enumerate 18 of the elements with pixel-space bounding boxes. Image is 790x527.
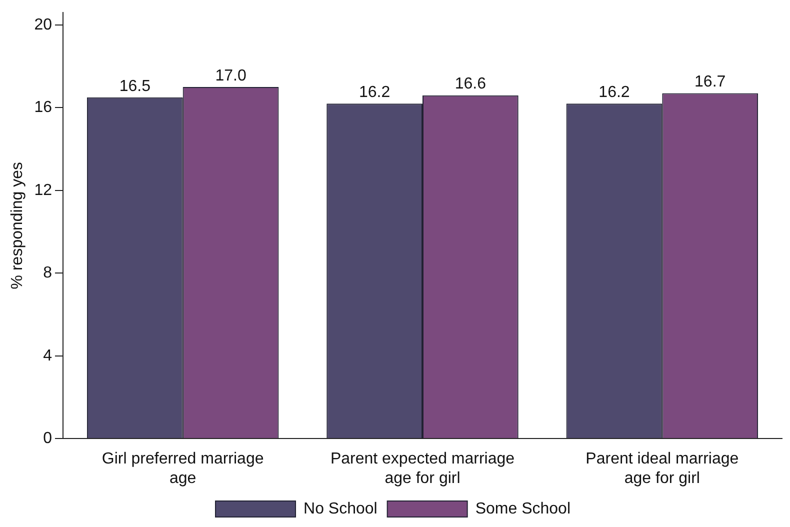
data-label: 17.0 <box>215 67 246 84</box>
data-label: 16.5 <box>119 78 151 95</box>
y-tick-label: 12 <box>34 182 52 199</box>
data-label: 16.6 <box>454 76 486 93</box>
legend-label: No School <box>304 500 378 518</box>
y-tick-label: 16 <box>34 99 52 116</box>
y-tick-label: 8 <box>43 264 52 282</box>
legend-label: Some School <box>475 500 570 518</box>
x-tick-label: Parent ideal marriage age for girl <box>586 450 739 487</box>
y-tick-label: 0 <box>43 430 52 448</box>
data-label: 16.2 <box>358 84 390 101</box>
x-tick-label: Girl preferred marriage age <box>102 450 264 487</box>
data-label: 16.7 <box>694 74 726 91</box>
data-label: 16.2 <box>598 84 630 101</box>
y-tick-label: 4 <box>43 347 52 364</box>
y-axis-title: % responding yes <box>9 162 26 290</box>
y-tick-label: 20 <box>34 16 52 34</box>
x-tick-label: Parent expected marriage age for girl <box>330 450 515 487</box>
